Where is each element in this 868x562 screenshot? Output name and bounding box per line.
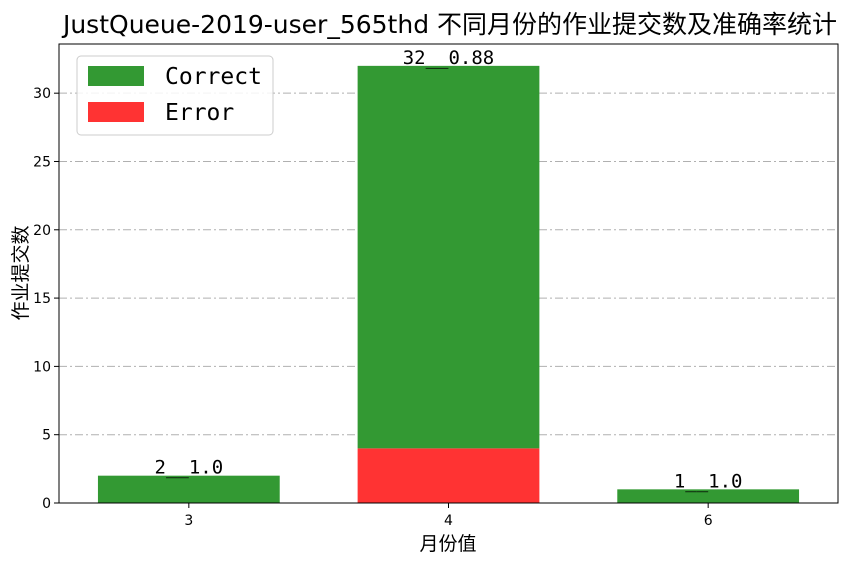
x-axis-ticks: 3 4 6: [184, 503, 713, 529]
legend-swatch-correct: [88, 66, 144, 86]
bars: [97, 65, 800, 503]
legend-swatch-error: [88, 102, 144, 122]
y-tick-label-25: 25: [33, 154, 51, 170]
bar-correct-3: [97, 475, 280, 503]
chart-title: JustQueue-2019-user_565thd 不同月份的作业提交数及准确…: [61, 10, 837, 39]
x-tick-label-6: 6: [704, 513, 713, 529]
y-tick-label-30: 30: [33, 86, 51, 102]
y-tick-label-5: 5: [42, 428, 51, 444]
y-tick-label-20: 20: [33, 223, 51, 239]
x-axis-label: 月份值: [419, 533, 476, 555]
bar-correct-6: [617, 489, 800, 503]
bar-correct-4: [357, 65, 540, 449]
y-tick-label-10: 10: [33, 359, 51, 375]
y-axis-label: 作业提交数: [10, 225, 32, 320]
x-tick-label-4: 4: [444, 513, 453, 529]
y-tick-label-0: 0: [42, 496, 51, 512]
y-tick-label-15: 15: [33, 291, 51, 307]
x-tick-label-3: 3: [184, 513, 193, 529]
data-labels: 2__1.0 32__0.88 1__1.0: [155, 47, 743, 492]
bar-error-4: [357, 448, 540, 503]
legend-label-correct: Correct: [165, 64, 262, 90]
y-axis-ticks: 0 5 10 15 20 25 30: [33, 86, 59, 512]
data-label-6: 1__1.0: [674, 470, 743, 492]
legend-label-error: Error: [165, 100, 234, 126]
legend: Correct Error: [76, 55, 274, 136]
data-label-4: 32__0.88: [403, 47, 495, 69]
data-label-3: 2__1.0: [155, 457, 224, 479]
